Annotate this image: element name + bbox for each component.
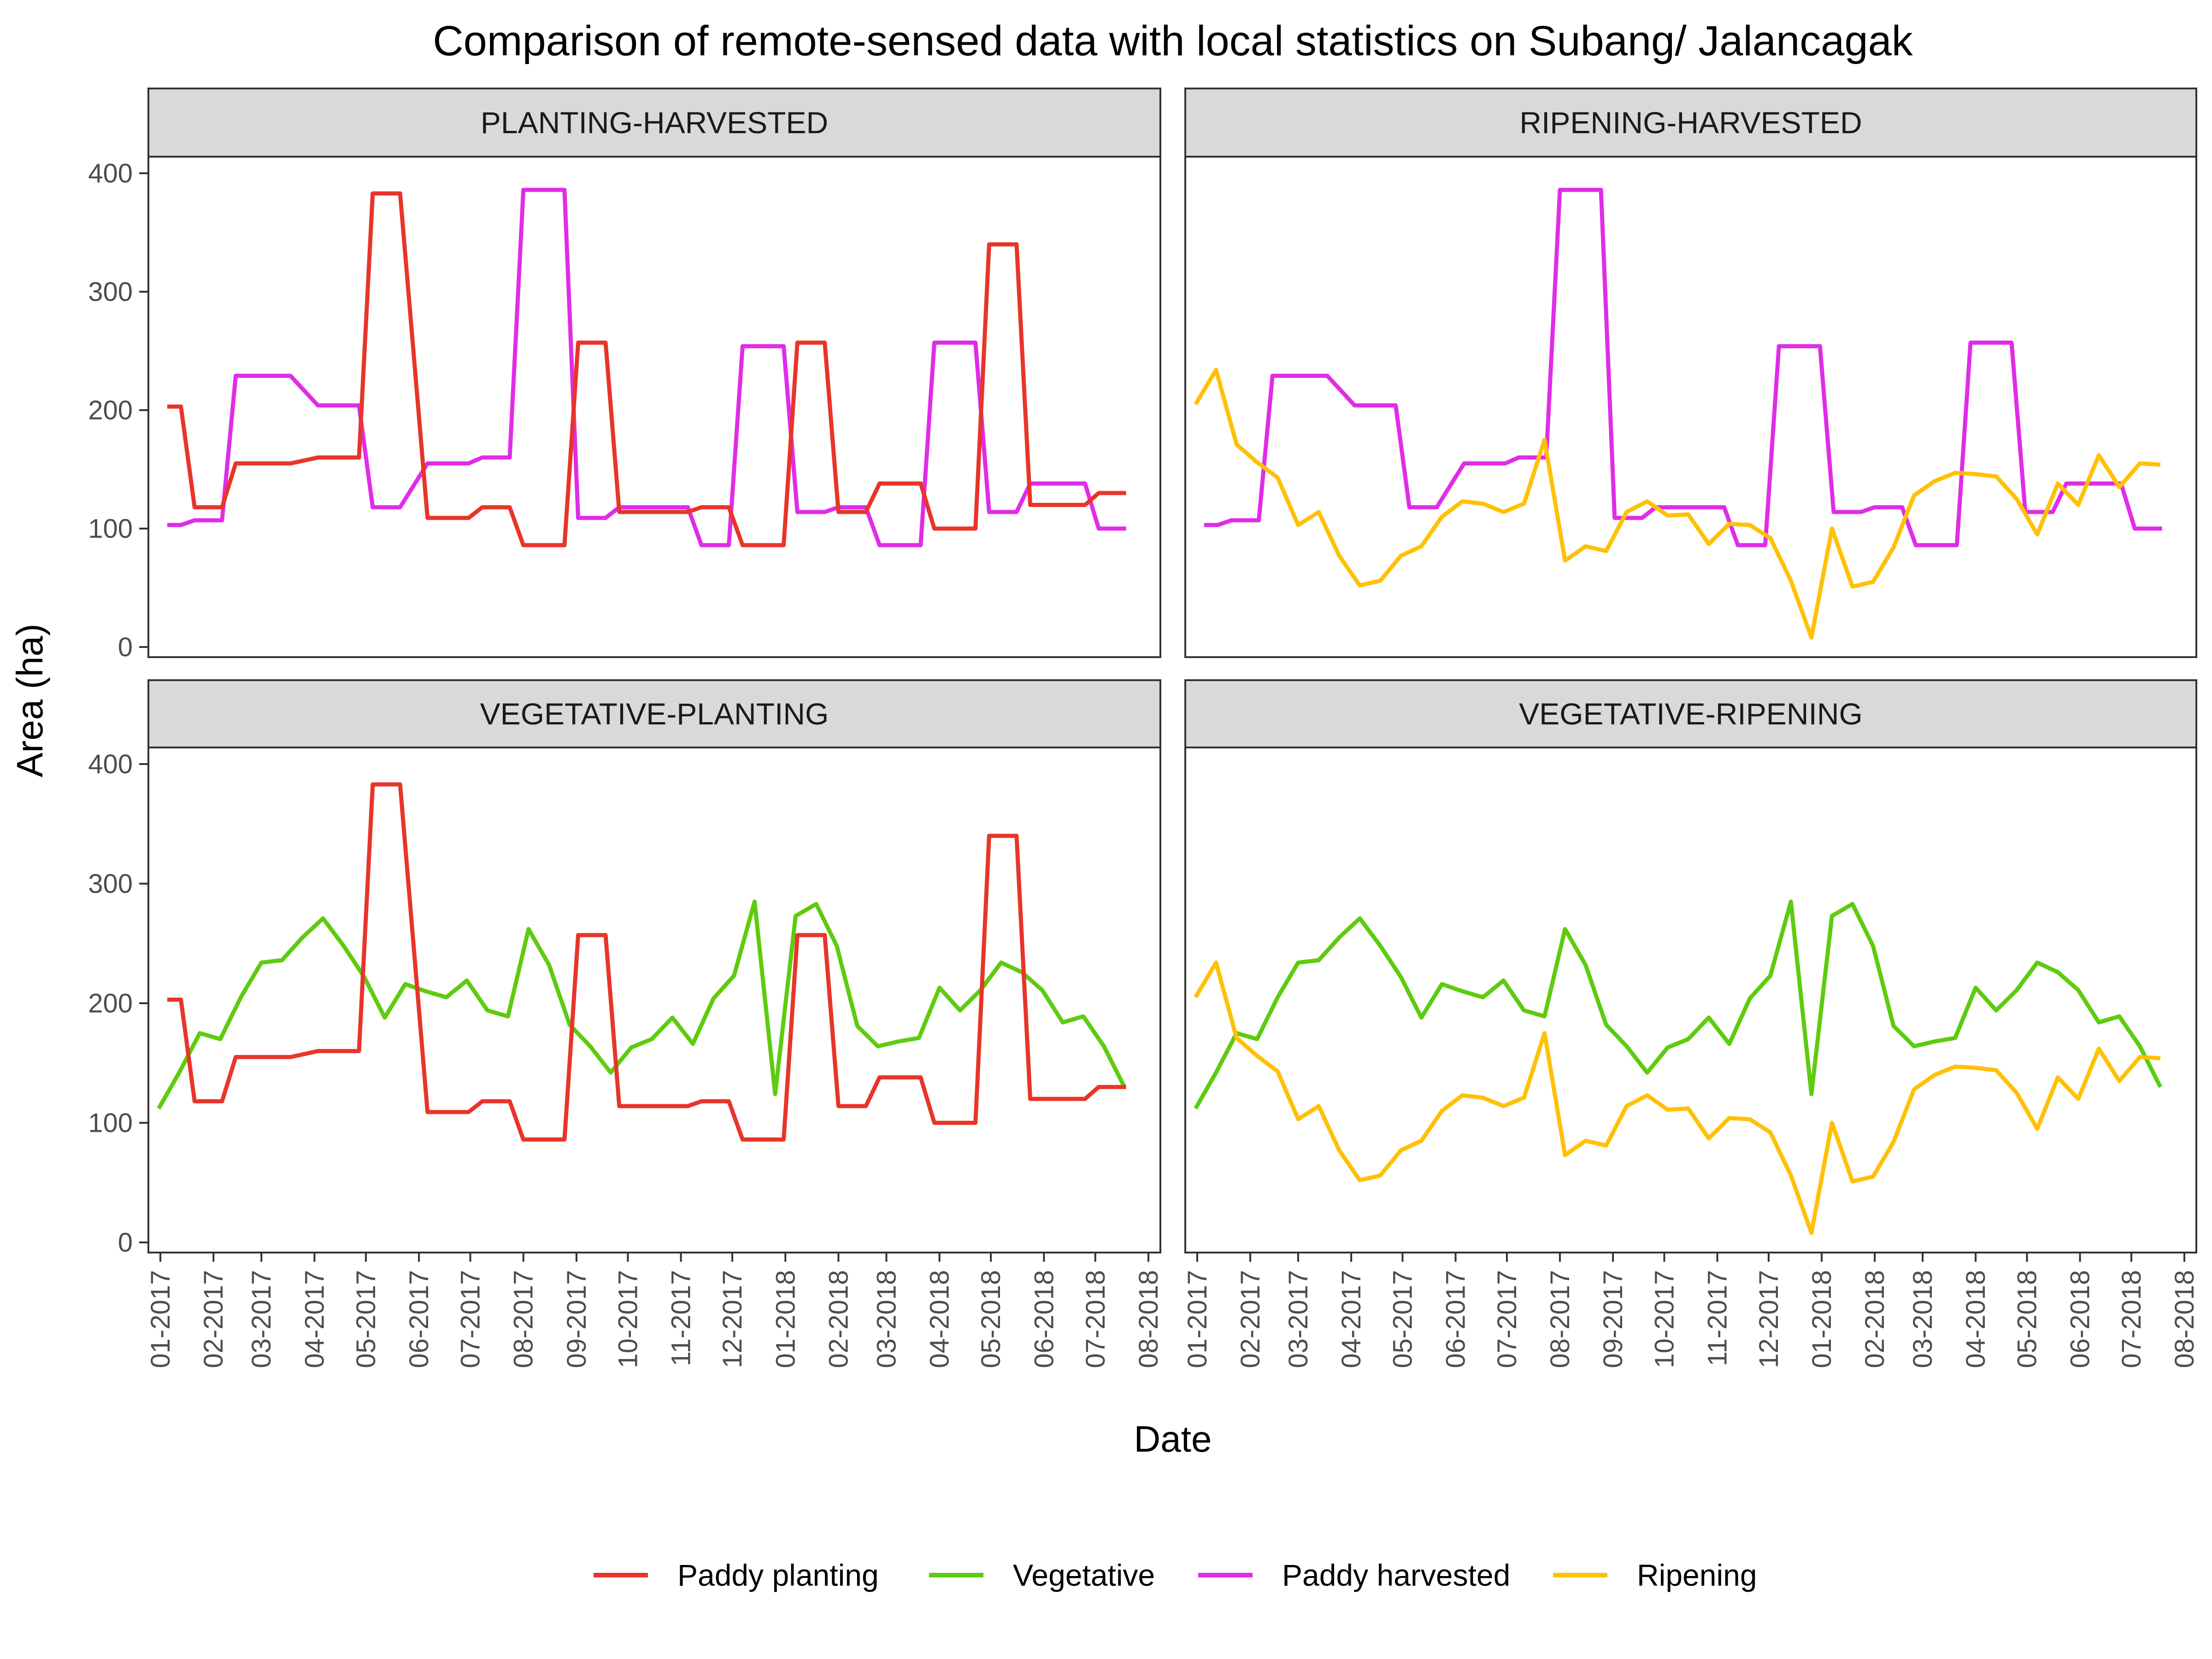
x-tick-label: 01-2017	[1182, 1270, 1212, 1368]
x-tick-label: 07-2017	[1492, 1270, 1522, 1368]
legend-label: Ripening	[1637, 1558, 1757, 1592]
facet-strip-label: VEGETATIVE-PLANTING	[480, 697, 829, 731]
x-tick-label: 09-2017	[1598, 1270, 1628, 1368]
panel-border	[1184, 747, 2197, 1253]
facet-strip-label: RIPENING-HARVESTED	[1519, 106, 1862, 140]
x-tick-label: 04-2017	[1336, 1270, 1366, 1368]
x-tick-label: 04-2017	[300, 1270, 329, 1368]
legend-label: Vegetative	[1013, 1558, 1155, 1592]
y-tick-label: 200	[88, 988, 133, 1018]
x-tick-label: 08-2017	[1545, 1270, 1575, 1368]
x-tick-label: 07-2017	[456, 1270, 486, 1368]
facet-strip-label: PLANTING-HARVESTED	[481, 106, 828, 140]
x-tick-label: 02-2018	[1860, 1270, 1890, 1368]
x-tick-label: 07-2018	[2117, 1270, 2147, 1368]
y-tick-label: 0	[118, 632, 133, 662]
series-line	[1194, 899, 2163, 1110]
legend-label: Paddy harvested	[1282, 1558, 1510, 1592]
x-tick-label: 07-2018	[1081, 1270, 1111, 1368]
facet-strip-label: VEGETATIVE-RIPENING	[1519, 697, 1863, 731]
x-tick-label: 04-2018	[1961, 1270, 1991, 1368]
y-tick-label: 0	[118, 1228, 133, 1258]
series-line	[1194, 960, 2161, 1235]
x-tick-label: 03-2018	[872, 1270, 902, 1368]
x-tick-label: 05-2017	[351, 1270, 381, 1368]
x-tick-label: 08-2018	[2170, 1270, 2200, 1368]
legend-item: Paddy harvested	[1198, 1558, 1510, 1592]
x-tick-label: 09-2017	[562, 1270, 592, 1368]
facet-strip	[1184, 88, 2197, 158]
x-tick-label: 08-2017	[509, 1270, 539, 1368]
legend-item: Paddy planting	[594, 1558, 879, 1592]
facet-panels: PLANTING-HARVESTED 0 100 200 300 400 RIPENING-…	[88, 88, 2200, 1368]
x-tick-label: 12-2017	[1754, 1270, 1784, 1368]
legend-label: Paddy planting	[677, 1558, 879, 1592]
x-tick-label: 08-2018	[1134, 1270, 1164, 1368]
y-tick-label: 400	[88, 159, 133, 188]
x-tick-label: 06-2017	[1441, 1270, 1471, 1368]
x-tick-label: 05-2018	[976, 1270, 1006, 1368]
series-line	[167, 191, 1126, 547]
facet-panel: VEGETATIVE-PLANTING 0 100 200 300 400 01-2017 0…	[88, 679, 1164, 1368]
series-line	[167, 188, 1126, 547]
facet-strip	[147, 679, 1161, 748]
x-tick-label: 01-2018	[1807, 1270, 1837, 1368]
legend-item: Vegetative	[929, 1558, 1155, 1592]
facet-strip	[147, 88, 1161, 158]
y-tick-label: 300	[88, 277, 133, 307]
x-tick-label: 01-2018	[771, 1270, 800, 1368]
y-tick-label: 300	[88, 869, 133, 899]
x-tick-label: 03-2017	[247, 1270, 276, 1368]
x-tick-label: 06-2017	[404, 1270, 434, 1368]
legend: Paddy planting Vegetative Paddy harvested R…	[594, 1558, 1757, 1592]
series-line	[167, 782, 1126, 1142]
x-tick-label: 01-2017	[146, 1270, 176, 1368]
legend-item: Ripening	[1553, 1558, 1757, 1592]
x-tick-label: 11-2017	[666, 1270, 696, 1366]
chart-title: Comparison of remote-sensed data with lo…	[433, 18, 1913, 65]
y-tick-label: 100	[88, 514, 133, 544]
series-line	[157, 899, 1127, 1110]
x-tick-label: 10-2017	[1650, 1270, 1680, 1368]
x-tick-label: 05-2017	[1388, 1270, 1418, 1368]
x-tick-label: 12-2017	[718, 1270, 747, 1368]
x-tick-label: 02-2017	[199, 1270, 229, 1368]
panel-border	[1184, 156, 2197, 658]
x-tick-label: 03-2017	[1283, 1270, 1313, 1368]
x-tick-label: 06-2018	[1029, 1270, 1059, 1368]
y-tick-label: 200	[88, 395, 133, 425]
x-tick-label: 11-2017	[1703, 1270, 1733, 1366]
y-tick-label: 400	[88, 749, 133, 779]
series-line	[1194, 368, 2161, 640]
x-tick-label: 06-2018	[2065, 1270, 2095, 1368]
x-tick-label: 03-2018	[1908, 1270, 1938, 1368]
facet-panel: PLANTING-HARVESTED 0 100 200 300 400	[88, 88, 1161, 662]
panel-border	[147, 156, 1161, 658]
x-axis-title: Date	[1134, 1418, 1212, 1459]
x-tick-label: 02-2017	[1235, 1270, 1265, 1368]
y-tick-label: 100	[88, 1108, 133, 1138]
y-axis-title: Area (ha)	[9, 624, 50, 777]
panel-border	[147, 747, 1161, 1253]
x-tick-label: 10-2017	[613, 1270, 643, 1368]
series-line	[1204, 188, 2162, 547]
x-tick-label: 04-2018	[925, 1270, 955, 1368]
facet-strip	[1184, 679, 2197, 748]
x-tick-label: 02-2018	[824, 1270, 853, 1368]
x-tick-label: 05-2018	[2012, 1270, 2042, 1368]
facet-panel: RIPENING-HARVESTED	[1184, 88, 2197, 658]
facet-panel: VEGETATIVE-RIPENING 01-2017 02-2017 03-2017…	[1182, 679, 2200, 1368]
